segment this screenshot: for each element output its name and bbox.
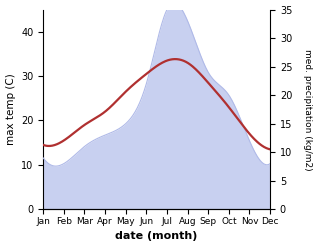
Y-axis label: max temp (C): max temp (C): [5, 74, 16, 145]
X-axis label: date (month): date (month): [115, 231, 198, 242]
Y-axis label: med. precipitation (kg/m2): med. precipitation (kg/m2): [303, 49, 313, 170]
